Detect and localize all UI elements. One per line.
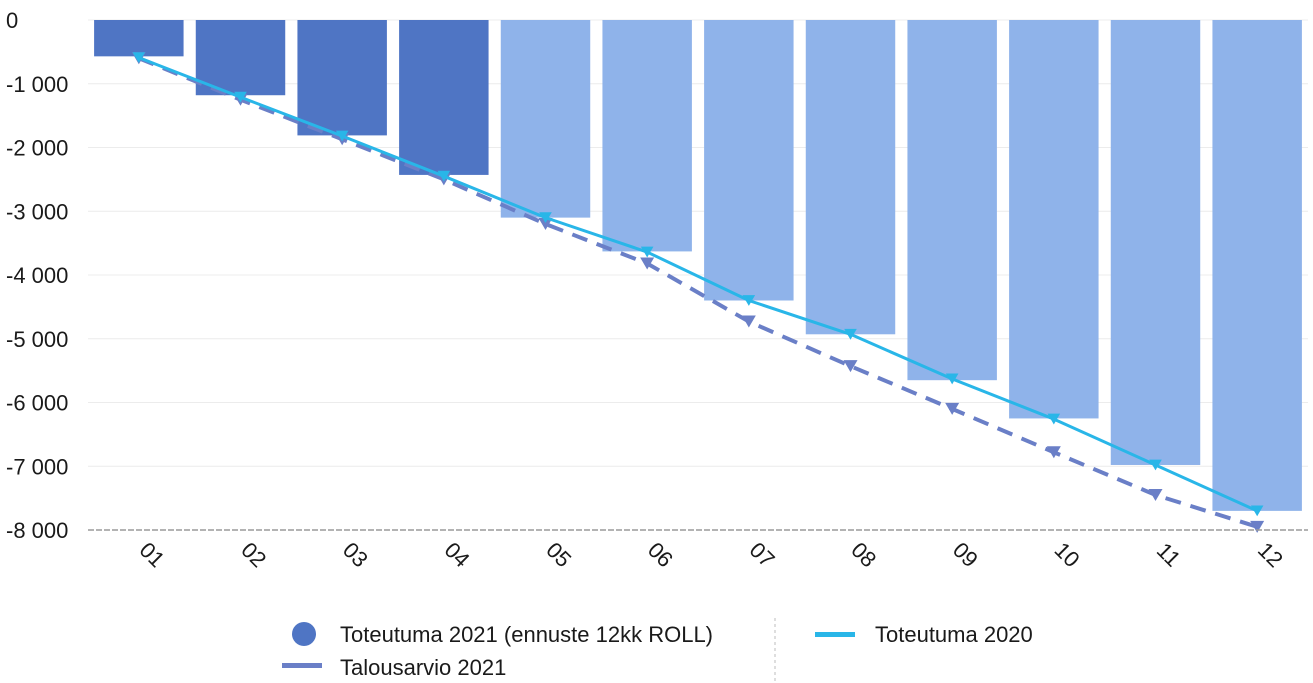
legend: Toteutuma 2021 (ennuste 12kk ROLL) Talous…: [282, 618, 1033, 683]
line-point: [844, 328, 857, 340]
x-tick-label: 01: [135, 537, 170, 572]
x-tick-label: 11: [1152, 538, 1186, 572]
x-tick-label: 04: [440, 537, 475, 572]
bar: [907, 20, 997, 381]
bar: [195, 20, 286, 96]
line-point: [1046, 446, 1061, 459]
y-tick-label: -6 000: [6, 391, 68, 416]
line-point: [945, 402, 960, 415]
line-point: [234, 91, 247, 103]
x-tick-label: 03: [338, 537, 373, 572]
line-point: [539, 212, 552, 224]
legend-swatch-dash: [282, 663, 322, 668]
y-tick-label: -7 000: [6, 454, 68, 479]
line-point: [538, 218, 553, 230]
line-point: [945, 373, 959, 385]
bar: [805, 20, 896, 335]
bar: [500, 20, 591, 218]
line-point: [741, 315, 756, 328]
legend-label: Toteutuma 2020: [875, 622, 1033, 647]
line-point: [640, 257, 655, 270]
y-tick-label: 0: [6, 8, 18, 33]
y-tick-label: -5 000: [6, 327, 68, 352]
y-tick-label: -4 000: [6, 263, 68, 288]
x-tick-label: 07: [745, 537, 780, 572]
x-tick-label: 12: [1253, 537, 1288, 572]
x-tick-label: 02: [236, 537, 271, 572]
x-tick-label: 05: [541, 537, 576, 572]
bar: [1009, 20, 1099, 419]
line-point: [742, 295, 756, 306]
bar: [1212, 20, 1302, 511]
bar: [399, 20, 489, 175]
lines-layer: [131, 52, 1265, 533]
x-tick-label: 09: [948, 537, 983, 572]
line-point: [1250, 520, 1265, 533]
y-tick-label: -2 000: [6, 136, 68, 161]
x-tick-label: 10: [1050, 537, 1085, 572]
line-point: [335, 130, 349, 142]
bar: [704, 20, 794, 301]
line-point: [1149, 459, 1162, 471]
legend-swatch-line: [815, 632, 855, 637]
bar: [602, 20, 692, 252]
bar: [1110, 20, 1201, 465]
line-point: [843, 360, 858, 373]
line-point: [1047, 413, 1061, 425]
series-line-talousarvio-2021: [138, 56, 1258, 529]
legend-label: Talousarvio 2021: [340, 655, 506, 680]
x-tick-label: 06: [643, 537, 678, 572]
y-tick-label: -8 000: [6, 518, 68, 543]
y-tick-label: -1 000: [6, 72, 68, 97]
line-point: [640, 246, 654, 258]
bar: [297, 20, 387, 136]
line-point: [1250, 505, 1264, 517]
y-tick-label: -3 000: [6, 199, 68, 224]
legend-label: Toteutuma 2021 (ennuste 12kk ROLL): [340, 622, 713, 647]
x-tick-label: 08: [846, 537, 881, 572]
line-point: [132, 52, 146, 64]
line-point: [1148, 488, 1163, 501]
bars-layer: [94, 20, 1302, 511]
series-line-toteutuma-2020: [138, 56, 1258, 513]
line-point: [437, 170, 451, 182]
legend-swatch-circle: [292, 622, 316, 646]
bar: [94, 20, 184, 57]
